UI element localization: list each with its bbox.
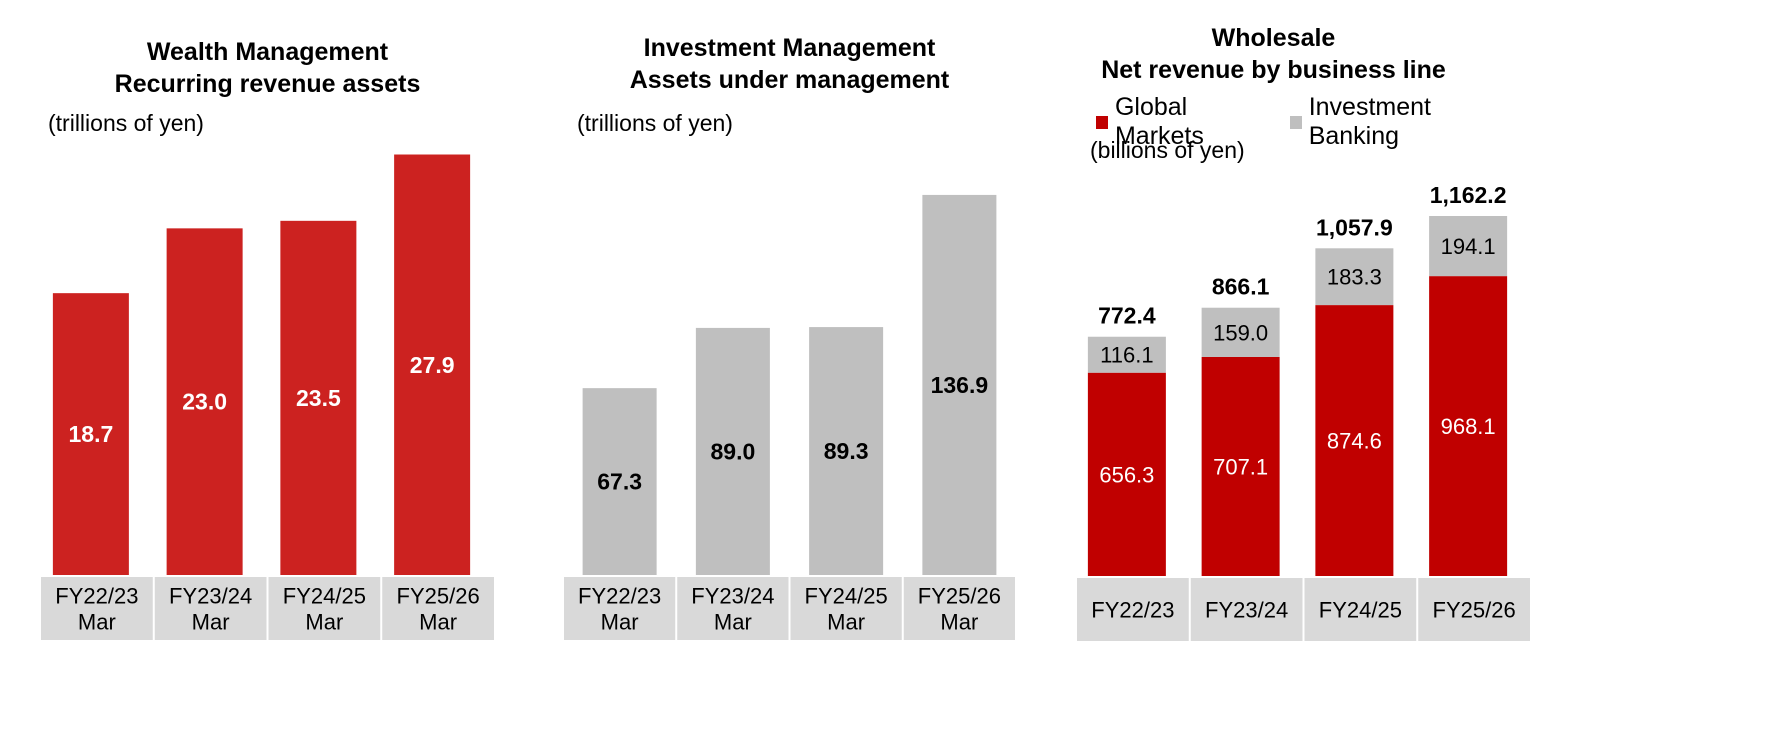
x-tick-label: Mar xyxy=(714,610,752,635)
x-tick-box xyxy=(1077,578,1189,641)
bar-value-label: 67.3 xyxy=(597,469,642,495)
x-tick-label: FY25/26 xyxy=(918,584,1001,609)
bar-global-markets xyxy=(1087,372,1166,576)
x-tick-label: FY22/23 xyxy=(1091,598,1174,623)
wealth-management-panel: Wealth Management Recurring revenue asse… xyxy=(40,0,495,744)
bar xyxy=(695,327,770,575)
x-tick-label: FY22/23 xyxy=(578,584,661,609)
x-tick-box xyxy=(1304,578,1417,641)
bar-total-label: 1,057.9 xyxy=(1316,214,1393,240)
x-tick-label: Mar xyxy=(419,610,457,635)
x-tick-label: FY23/24 xyxy=(1205,598,1288,623)
legend-label-investment-banking: Investment Banking xyxy=(1308,93,1431,150)
bar xyxy=(52,293,129,575)
x-tick-box xyxy=(1190,578,1303,641)
chart-title-line-1: Investment Management xyxy=(643,34,936,62)
wholesale-chart: 656.3 116.1 772.4 707.1 159.0 866.1 874.6 183.3… xyxy=(1077,182,1530,641)
bar-value-label: 18.7 xyxy=(68,421,113,447)
bar-global-markets xyxy=(1429,276,1508,576)
x-tick-label: FY25/26 xyxy=(1433,598,1516,623)
x-tick-box xyxy=(268,577,381,640)
bar-value-label-investment-banking: 116.1 xyxy=(1100,343,1153,368)
bar-value-label-global-markets: 968.1 xyxy=(1441,414,1496,439)
bar-value-label-global-markets: 874.6 xyxy=(1327,429,1382,454)
chart-title: Investment Management Assets under manag… xyxy=(563,32,1016,96)
x-tick-label: Mar xyxy=(827,610,865,635)
unit-label: (trillions of yen) xyxy=(577,110,733,136)
wholesale-panel: Wholesale Net revenue by business line G… xyxy=(1076,0,1531,744)
chart-title-line-1: Wealth Management xyxy=(146,38,389,66)
chart-title-line-2: Recurring revenue assets xyxy=(114,70,421,98)
unit-label: (trillions of yen) xyxy=(48,110,204,136)
bar-investment-banking xyxy=(1315,248,1394,306)
x-tick-label: Mar xyxy=(601,610,639,635)
bar-global-markets xyxy=(1201,356,1280,576)
chart-title-line-2: Assets under management xyxy=(629,66,950,94)
bar-total-label: 1,162.2 xyxy=(1430,182,1507,208)
x-tick-box xyxy=(903,577,1015,640)
legend-label-global-markets: Global Markets xyxy=(1114,93,1204,150)
investment-management-chart: 67.389.0 89.3136.9FY22/23MarFY23/24MarFY2… xyxy=(564,194,1015,640)
bar-value-label: 23.5 xyxy=(296,385,341,411)
bar-investment-banking xyxy=(1087,336,1166,373)
x-tick-label: FY22/23 xyxy=(55,584,138,609)
bar-total-label: 772.4 xyxy=(1098,303,1156,329)
bar-value-label: 136.9 xyxy=(931,372,989,398)
x-tick-label: Mar xyxy=(305,610,343,635)
x-tick-label: FY24/25 xyxy=(805,584,888,609)
x-tick-label: Mar xyxy=(78,610,116,635)
chart-title-line-2: Net revenue by business line xyxy=(1101,56,1446,84)
x-tick-label: FY23/24 xyxy=(691,584,774,609)
x-tick-label: FY25/26 xyxy=(397,584,480,609)
x-tick-box xyxy=(154,577,267,640)
unit-label: (billions of yen) xyxy=(1090,137,1245,163)
bar-global-markets xyxy=(1315,305,1394,576)
chart-title: Wholesale Net revenue by business line xyxy=(1046,22,1501,86)
x-tick-label: FY24/25 xyxy=(1319,598,1402,623)
bar xyxy=(394,154,471,575)
legend-swatch-investment-banking xyxy=(1289,115,1302,129)
bar-investment-banking xyxy=(1429,216,1508,277)
bar-value-label: 89.0 xyxy=(710,438,755,464)
bar xyxy=(166,228,243,575)
bar xyxy=(809,327,884,575)
bar-value-label-investment-banking: 159.0 xyxy=(1213,320,1268,345)
x-tick-label: FY23/24 xyxy=(169,584,252,609)
x-tick-label: Mar xyxy=(940,610,978,635)
bar-value-label-investment-banking: 194.1 xyxy=(1441,234,1496,259)
legend-swatch-global-markets xyxy=(1096,115,1108,129)
bar-investment-banking xyxy=(1201,307,1280,357)
bar xyxy=(280,220,357,576)
x-tick-box xyxy=(382,577,494,640)
wealth-management-chart: 18.723.0 23.527.9FY22/23MarFY23/24MarFY24… xyxy=(41,154,494,640)
chart-title: Wealth Management Recurring revenue asse… xyxy=(40,36,495,100)
bar-value-label: 89.3 xyxy=(824,438,869,464)
x-tick-box xyxy=(1418,578,1530,641)
legend: Global Markets Investment Banking xyxy=(1096,93,1531,151)
bar-value-label-global-markets: 707.1 xyxy=(1213,454,1268,479)
bar-value-label-investment-banking: 183.3 xyxy=(1327,265,1382,290)
x-tick-box xyxy=(41,577,153,640)
x-tick-box xyxy=(790,577,902,640)
chart-title-line-1: Wholesale xyxy=(1211,24,1336,52)
bar-value-label-global-markets: 656.3 xyxy=(1099,462,1154,487)
x-tick-label: Mar xyxy=(192,610,230,635)
bar-value-label: 27.9 xyxy=(410,352,455,378)
bar-total-label: 866.1 xyxy=(1212,274,1270,300)
bar xyxy=(922,194,997,575)
legend-item-global-markets: Global Markets xyxy=(1096,93,1270,151)
bar xyxy=(582,388,657,575)
bar-value-label: 23.0 xyxy=(182,389,227,415)
x-tick-box xyxy=(564,577,676,640)
x-tick-box xyxy=(677,577,789,640)
legend-item-investment-banking: Investment Banking xyxy=(1289,93,1511,151)
x-tick-label: FY24/25 xyxy=(283,584,366,609)
investment-management-panel: Investment Management Assets under manag… xyxy=(563,0,1016,744)
